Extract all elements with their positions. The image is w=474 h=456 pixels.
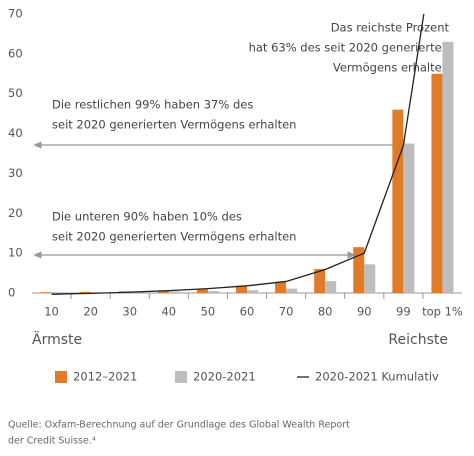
cumulative-line bbox=[51, 14, 425, 295]
legend-label: 2020-2021 Kumulativ bbox=[315, 370, 439, 384]
x-tick-label: 30 bbox=[122, 305, 137, 319]
annotation: seit 2020 generierten Vermögens erhalten bbox=[52, 118, 296, 132]
bar bbox=[157, 290, 169, 293]
x-tick-label: 70 bbox=[279, 305, 294, 319]
y-tick-label: 10 bbox=[8, 246, 23, 260]
bar bbox=[442, 41, 454, 294]
annotation: Vermögens erhalten bbox=[333, 61, 449, 75]
annotation: hat 63% des seit 2020 generierten bbox=[249, 41, 449, 55]
y-tick-label: 60 bbox=[8, 46, 23, 60]
legend-swatch bbox=[55, 371, 67, 383]
x-tick-label: 20 bbox=[83, 305, 98, 319]
legend-label: 2012–2021 bbox=[73, 370, 137, 384]
annotation: Die unteren 90% haben 10% des bbox=[52, 210, 242, 224]
bar bbox=[353, 247, 365, 293]
y-tick-label: 30 bbox=[8, 166, 23, 180]
x-right-label: Reichste bbox=[388, 332, 448, 348]
x-tick-label: 50 bbox=[201, 305, 216, 319]
legend-label: 2020-2021 bbox=[193, 370, 256, 384]
x-tick-label: 40 bbox=[161, 305, 176, 319]
y-tick-label: 50 bbox=[8, 86, 23, 100]
x-tick-label: top 1% bbox=[422, 305, 463, 319]
bar bbox=[40, 292, 52, 293]
bar bbox=[275, 281, 287, 293]
bar bbox=[431, 73, 443, 294]
legend-swatch bbox=[175, 371, 187, 383]
y-tick-label: 70 bbox=[8, 7, 23, 21]
x-tick-label: 60 bbox=[240, 305, 255, 319]
annotation: Die restlichen 99% haben 37% des bbox=[52, 98, 253, 112]
x-tick-label: 90 bbox=[357, 305, 372, 319]
bar bbox=[207, 291, 219, 293]
y-tick-label: 20 bbox=[8, 206, 23, 220]
annotation: seit 2020 generierten Vermögens erhalten bbox=[52, 230, 296, 244]
bar bbox=[392, 109, 404, 294]
line-group bbox=[51, 14, 425, 295]
source: Quelle: Oxfam-Berechnung auf der Grundla… bbox=[8, 420, 350, 431]
bar bbox=[364, 264, 376, 293]
y-tick-label: 0 bbox=[8, 286, 15, 300]
source: der Credit Suisse.⁴ bbox=[8, 436, 96, 447]
bar bbox=[314, 269, 326, 293]
bar bbox=[168, 291, 180, 293]
x-tick-label: 80 bbox=[318, 305, 333, 319]
bar bbox=[325, 281, 337, 293]
bar bbox=[247, 290, 258, 293]
annotation: Das reichste Prozent bbox=[331, 21, 450, 35]
y-tick-label: 40 bbox=[8, 126, 23, 140]
x-tick-label: 99 bbox=[396, 305, 411, 319]
x-left-label: Ärmste bbox=[32, 330, 82, 348]
bar bbox=[196, 289, 208, 293]
bar bbox=[236, 285, 247, 293]
bar bbox=[403, 143, 415, 293]
x-tick-label: 10 bbox=[44, 305, 59, 319]
bar bbox=[79, 291, 91, 293]
bar bbox=[286, 288, 298, 293]
